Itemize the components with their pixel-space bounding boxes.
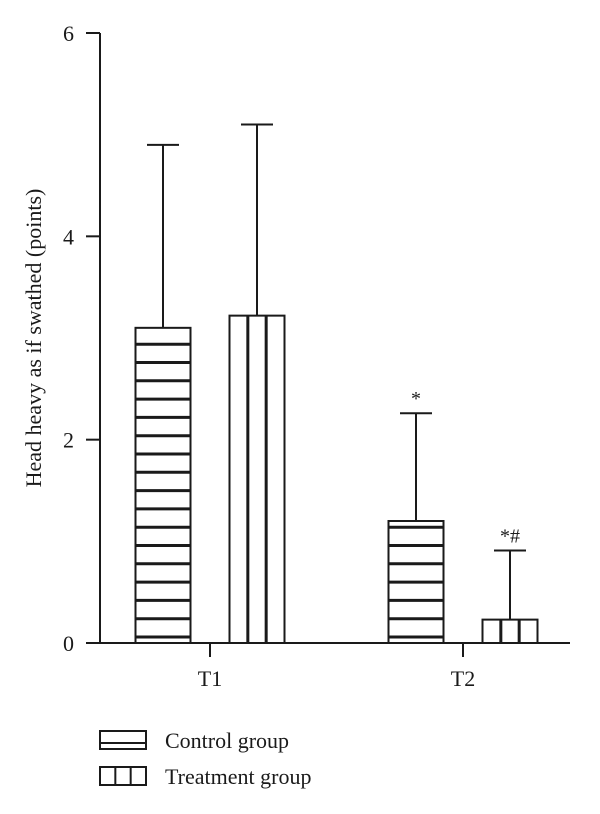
y-tick-label: 6 xyxy=(63,21,74,46)
bar xyxy=(387,520,445,644)
significance-marker: * xyxy=(411,388,421,410)
significance-marker: *# xyxy=(500,525,520,547)
bar xyxy=(134,326,192,644)
legend-swatch xyxy=(99,730,147,750)
legend-label: Treatment group xyxy=(165,764,311,789)
legend-swatch-rect xyxy=(99,766,147,786)
legend: Control group Treatment group xyxy=(99,728,311,789)
annotations: * *# xyxy=(411,388,520,547)
bar xyxy=(228,314,286,644)
bar-rect xyxy=(134,326,192,644)
y-tick-label: 4 xyxy=(63,224,74,249)
y-axis: 0 2 4 6 xyxy=(63,21,101,656)
bar-rect xyxy=(228,314,286,644)
bar-rect xyxy=(481,618,539,644)
bar xyxy=(481,618,539,644)
x-tick-label: T2 xyxy=(451,666,475,691)
y-axis-label: Head heavy as if swathed (points) xyxy=(21,189,46,488)
legend-label: Control group xyxy=(165,728,289,753)
x-axis: T1 T2 xyxy=(100,642,570,691)
bars xyxy=(134,314,539,644)
y-tick-label: 0 xyxy=(63,631,74,656)
legend-swatch-rect xyxy=(99,730,147,750)
legend-swatch xyxy=(99,766,147,786)
error-bars xyxy=(147,123,526,620)
x-tick-label: T1 xyxy=(198,666,222,691)
y-tick-label: 2 xyxy=(63,428,74,453)
